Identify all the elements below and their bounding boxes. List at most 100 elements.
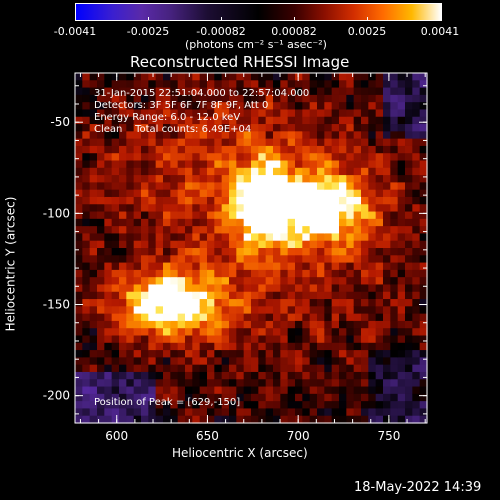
heatmap-cell [236,226,245,235]
heatmap-cell [214,240,223,249]
heatmap-cell [251,386,259,395]
heatmap-cell [170,386,179,395]
heatmap-cell [317,196,325,205]
heatmap-cell [185,269,193,278]
heatmap-cell [317,138,325,147]
heatmap-cell [375,211,384,220]
heatmap-cell [119,145,127,154]
heatmap-cell [236,167,245,176]
heatmap-cell [412,255,421,264]
heatmap-cell [243,204,252,213]
heatmap-cell [111,218,120,227]
heatmap-cell [75,415,83,424]
heatmap-cell [317,131,325,140]
heatmap-cell [368,328,377,337]
heatmap-cell [89,357,98,366]
heatmap-cell [317,160,325,169]
heatmap-cell [214,357,223,366]
heatmap-cell [375,218,384,227]
heatmap-cell [243,291,252,300]
heatmap-cell [163,401,171,410]
heatmap-cell [148,255,157,264]
heatmap-cell [192,342,201,351]
heatmap-cell [331,313,340,322]
heatmap-cell [309,313,318,322]
heatmap-cell [383,277,391,286]
heatmap-cell [258,153,267,162]
heatmap-cell [397,335,406,344]
heatmap-cell [353,284,362,293]
heatmap-cell [295,167,303,176]
heatmap-cell [148,124,157,132]
heatmap-cell [302,284,311,293]
heatmap-cell [273,277,281,286]
heatmap-cell [177,342,186,351]
heatmap-cell [221,350,230,358]
heatmap-cell [419,401,428,410]
heatmap-cell [324,313,333,322]
heatmap-cell [229,262,237,271]
heatmap-cell [214,401,223,410]
heatmap-cell [207,299,215,307]
heatmap-cell [251,189,259,198]
colorbar-tick [440,17,441,21]
heatmap-cell [353,401,362,410]
heatmap-cell [324,138,333,147]
heatmap-cell [236,320,245,329]
heatmap-cell [199,306,208,315]
heatmap-cell [309,94,318,103]
heatmap-cell [148,233,157,242]
heatmap-cell [412,320,421,329]
heatmap-cell [75,379,83,388]
heatmap-cell [177,131,186,140]
heatmap-cell [317,233,325,242]
heatmap-cell [126,167,135,176]
heatmap-cell [368,284,377,293]
heatmap-cell [163,262,171,271]
heatmap-cell [75,80,83,89]
heatmap-cell [251,102,259,111]
heatmap-cell [419,182,428,191]
heatmap-cell [287,189,296,198]
heatmap-cell [243,87,252,96]
heatmap-cell [397,248,406,256]
heatmap-cell [133,269,142,278]
heatmap-cell [405,415,413,424]
heatmap-cell [89,364,98,373]
heatmap-cell [126,240,135,249]
heatmap-cell [251,269,259,278]
heatmap-cell [405,131,413,140]
heatmap-cell [207,386,215,395]
heatmap-cell [331,204,340,213]
heatmap-cell [405,401,413,410]
heatmap-cell [133,204,142,213]
heatmap-cell [221,116,230,125]
heatmap-cell [221,371,230,380]
heatmap-cell [170,109,179,118]
heatmap-cell [155,371,164,380]
heatmap-cell [397,189,406,198]
heatmap-cell [287,415,296,424]
heatmap-cell [177,80,186,89]
heatmap-cell [119,211,127,220]
heatmap-cell [170,116,179,125]
heatmap-cell [148,342,157,351]
heatmap-cell [397,124,406,132]
heatmap-cell [236,299,245,307]
heatmap-cell [82,408,91,417]
heatmap-cell [104,131,113,140]
heatmap-cell [412,94,421,103]
heatmap-cell [97,182,105,191]
heatmap-cell [148,102,157,111]
heatmap-cell [163,226,171,235]
heatmap-cell [309,226,318,235]
heatmap-cell [295,408,303,417]
heatmap-cell [383,80,391,89]
heatmap-cell [170,335,179,344]
heatmap-cell [346,218,355,227]
heatmap-cell [192,386,201,395]
heatmap-cell [309,364,318,373]
heatmap-cell [126,255,135,264]
heatmap-cell [243,189,252,198]
heatmap-cell [163,379,171,388]
